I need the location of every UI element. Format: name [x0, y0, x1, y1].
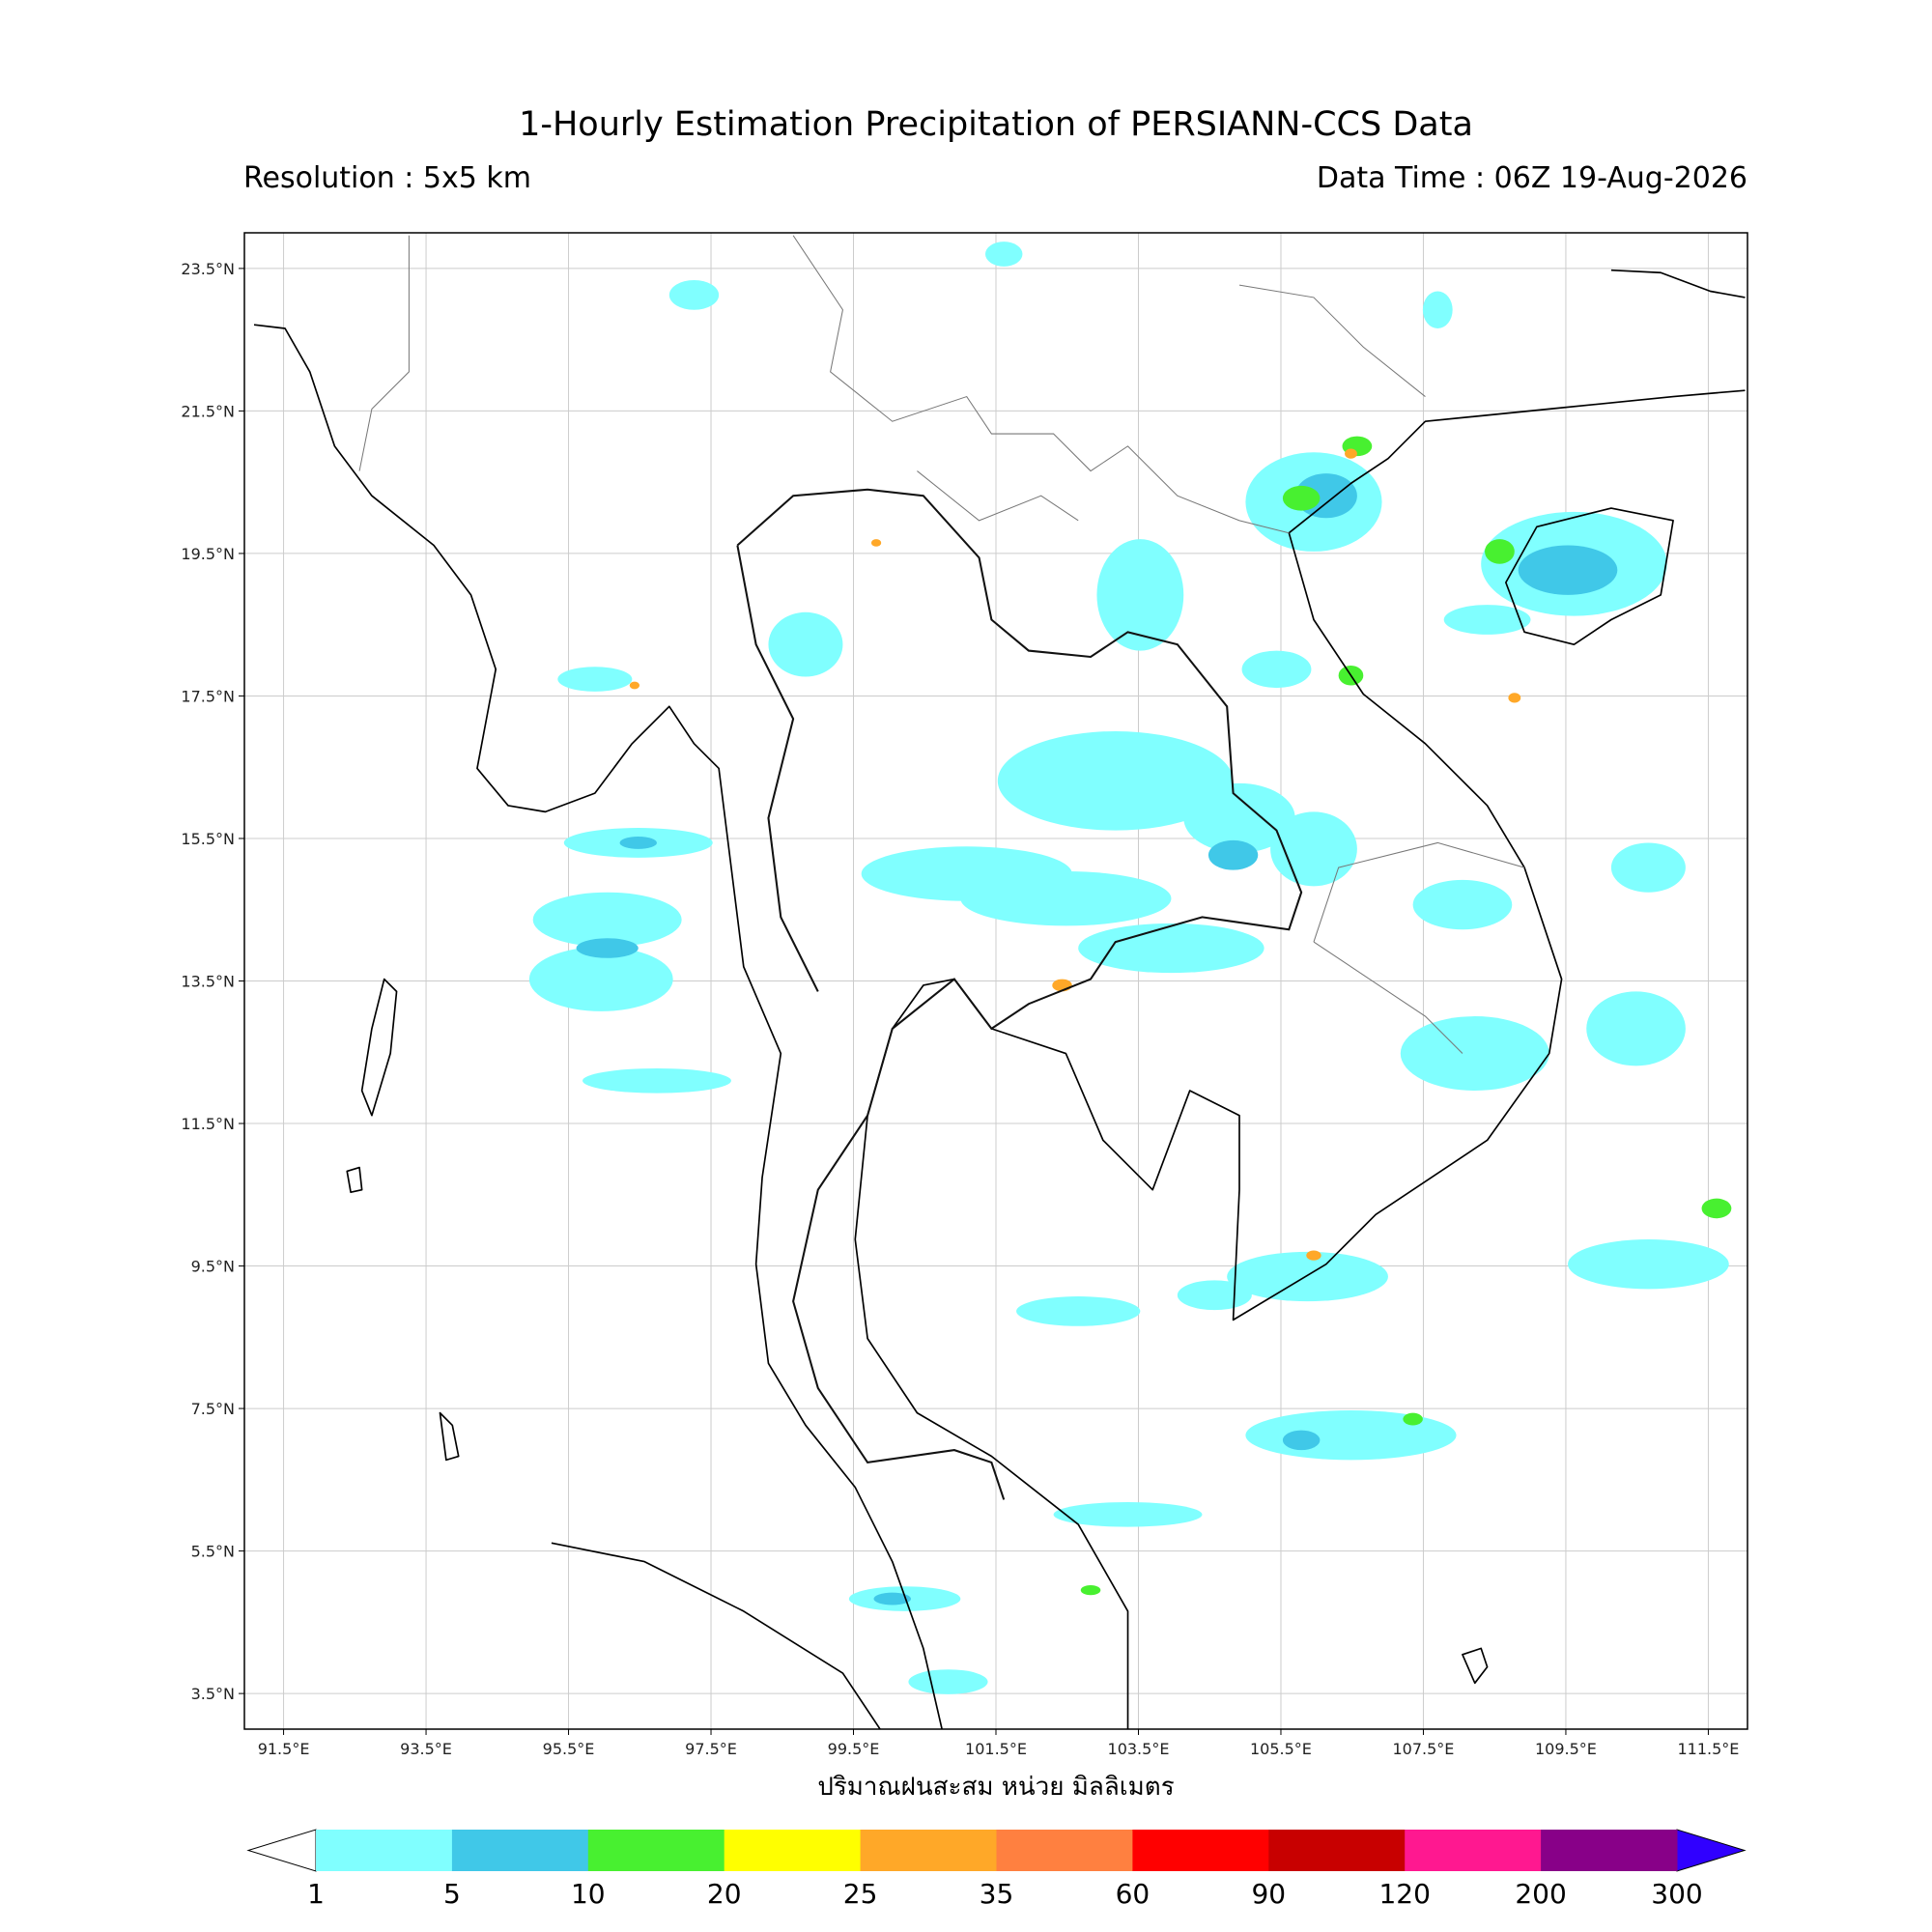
x-tick-label: 99.5°E	[828, 1740, 880, 1758]
y-tick-label: 9.5°N	[191, 1258, 235, 1276]
x-tick-label: 107.5°E	[1393, 1740, 1455, 1758]
colorbar-label: 200	[1515, 1878, 1566, 1910]
colorbar-label: 35	[980, 1878, 1014, 1910]
resolution: Resolution : 5x5 km	[243, 161, 531, 195]
x-tick-label: 109.5°E	[1535, 1740, 1597, 1758]
x-tick-label: 95.5°E	[543, 1740, 595, 1758]
rain-light	[528, 242, 1729, 1694]
map-area	[253, 235, 1746, 1729]
y-tick-label: 13.5°N	[181, 973, 235, 991]
y-tick-label: 17.5°N	[181, 687, 235, 705]
rain-moderate	[576, 473, 1618, 1605]
x-tick-label: 105.5°E	[1250, 1740, 1312, 1758]
colorbar-label: 10	[571, 1878, 606, 1910]
ticks: 91.5°E 93.5°E 95.5°E 97.5°E 99.5°E 101.5°E 103…	[181, 260, 1739, 1758]
colorbar-bin	[1405, 1830, 1542, 1871]
x-tick-label: 111.5°E	[1677, 1740, 1739, 1758]
y-tick-label: 21.5°N	[181, 402, 235, 420]
x-tick-label: 97.5°E	[685, 1740, 737, 1758]
grid	[244, 233, 1747, 1729]
colorbar-label: 120	[1378, 1878, 1430, 1910]
borders	[358, 235, 1525, 1500]
y-tick-label: 3.5°N	[191, 1685, 235, 1703]
coastlines	[253, 269, 1746, 1729]
rain-field	[528, 242, 1732, 1694]
y-tick-label: 11.5°N	[181, 1115, 235, 1133]
x-tick-label: 103.5°E	[1108, 1740, 1170, 1758]
colorbar: 1 5 10 20 25 35 60 90 120 200 300	[246, 1829, 1747, 1910]
colorbar-label: 300	[1651, 1878, 1702, 1910]
x-axis-label: ปริมาณฝนสะสม หน่วย มิลลิเมตร	[817, 1773, 1174, 1802]
colorbar-label: 25	[843, 1878, 878, 1910]
data-time: Data Time : 06Z 19-Aug-2026	[1317, 161, 1747, 195]
x-tick-label: 93.5°E	[400, 1740, 452, 1758]
colorbar-bin	[1132, 1830, 1269, 1871]
colorbar-bin	[316, 1830, 453, 1871]
colorbar-label: 60	[1116, 1878, 1151, 1910]
colorbar-label: 20	[707, 1878, 742, 1910]
rain-heavy	[1080, 436, 1732, 1596]
colorbar-under	[246, 1829, 317, 1872]
colorbar-bin	[587, 1830, 725, 1871]
colorbar-label: 1	[307, 1878, 325, 1910]
colorbar-label: 5	[443, 1878, 461, 1910]
colorbar-bin	[724, 1830, 862, 1871]
y-tick-label: 15.5°N	[181, 830, 235, 848]
colorbar-label: 90	[1251, 1878, 1286, 1910]
rain-intense	[629, 448, 1521, 1261]
colorbar-bin	[451, 1830, 589, 1871]
colorbar-bin	[1268, 1830, 1406, 1871]
x-tick-label: 91.5°E	[258, 1740, 310, 1758]
colorbar-bin	[996, 1830, 1133, 1871]
y-tick-label: 23.5°N	[181, 260, 235, 278]
colorbar-over	[1676, 1829, 1747, 1872]
x-tick-label: 101.5°E	[965, 1740, 1027, 1758]
colorbar-bin	[1541, 1830, 1678, 1871]
y-tick-label: 5.5°N	[191, 1543, 235, 1561]
map-title: 1-Hourly Estimation Precipitation of PER…	[519, 105, 1473, 144]
y-tick-label: 19.5°N	[181, 545, 235, 563]
y-tick-label: 7.5°N	[191, 1400, 235, 1418]
colorbar-bin	[860, 1830, 997, 1871]
